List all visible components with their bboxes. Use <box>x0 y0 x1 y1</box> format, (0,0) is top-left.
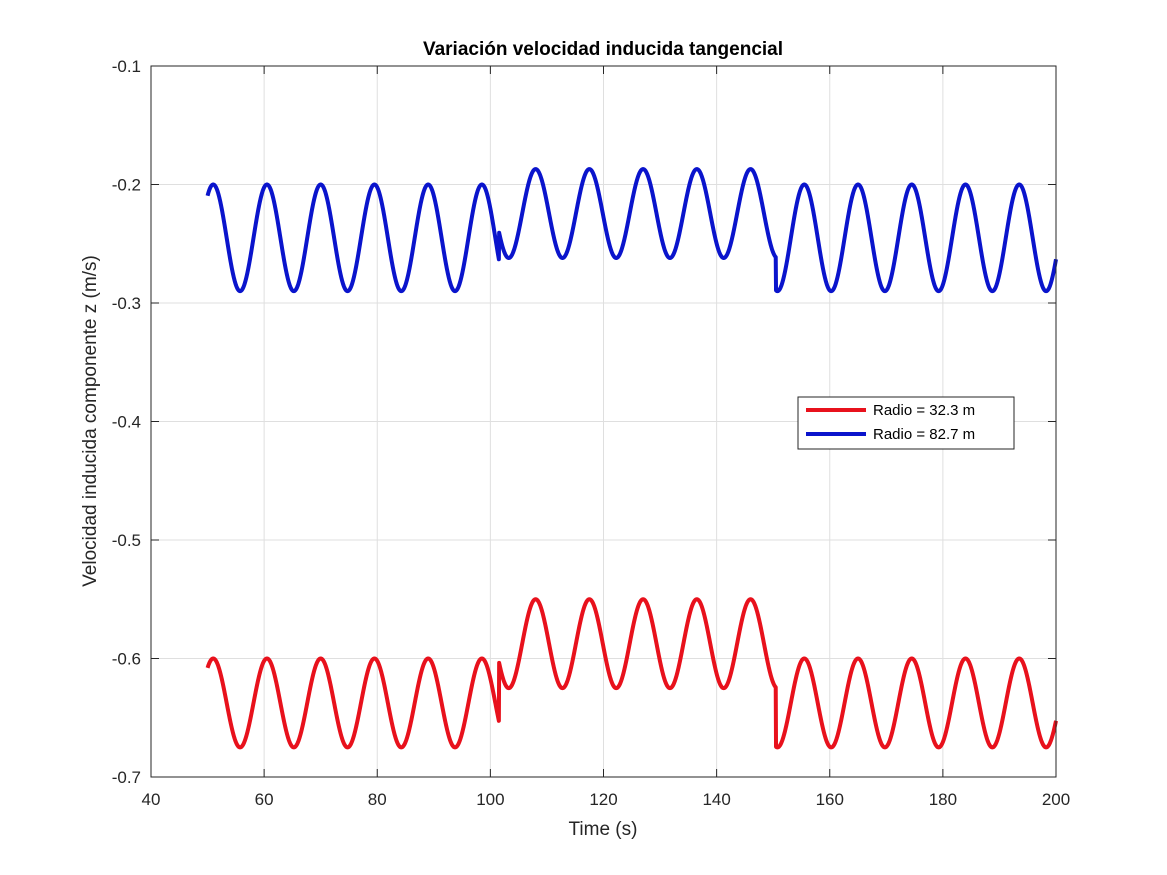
x-tick-label: 100 <box>476 790 504 809</box>
x-tick-label: 180 <box>929 790 957 809</box>
y-tick-label: -0.2 <box>112 176 141 195</box>
x-tick-label: 40 <box>142 790 161 809</box>
y-tick-label: -0.7 <box>112 768 141 787</box>
y-axis-label: Velocidad inducida componente z (m/s) <box>80 255 101 587</box>
series-line-1 <box>205 167 1058 294</box>
legend: Radio = 32.3 m Radio = 82.7 m <box>797 396 1015 450</box>
x-tick-label: 160 <box>816 790 844 809</box>
chart-title: Variación velocidad inducida tangencial <box>423 39 783 60</box>
series-lines <box>205 167 1058 750</box>
y-tick-label: -0.4 <box>112 413 141 432</box>
x-axis-label: Time (s) <box>569 819 638 840</box>
y-tick-label: -0.6 <box>112 650 141 669</box>
y-tick-label: -0.5 <box>112 531 141 550</box>
legend-box <box>797 396 1015 450</box>
legend-entry-radio-32-3: Radio = 32.3 m <box>873 402 975 419</box>
ticks: 40 60 80 100 120 140 160 180 200 -0.1 -0.2 -0.3 -0.4… <box>112 57 1070 809</box>
x-tick-label: 60 <box>255 790 274 809</box>
series-line-0 <box>205 597 1058 750</box>
x-tick-label: 200 <box>1042 790 1070 809</box>
y-tick-label: -0.1 <box>112 57 141 76</box>
legend-entry-radio-82-7: Radio = 82.7 m <box>873 426 975 443</box>
y-tick-label: -0.3 <box>112 294 141 313</box>
x-tick-label: 140 <box>702 790 730 809</box>
x-tick-label: 80 <box>368 790 387 809</box>
x-tick-label: 120 <box>589 790 617 809</box>
